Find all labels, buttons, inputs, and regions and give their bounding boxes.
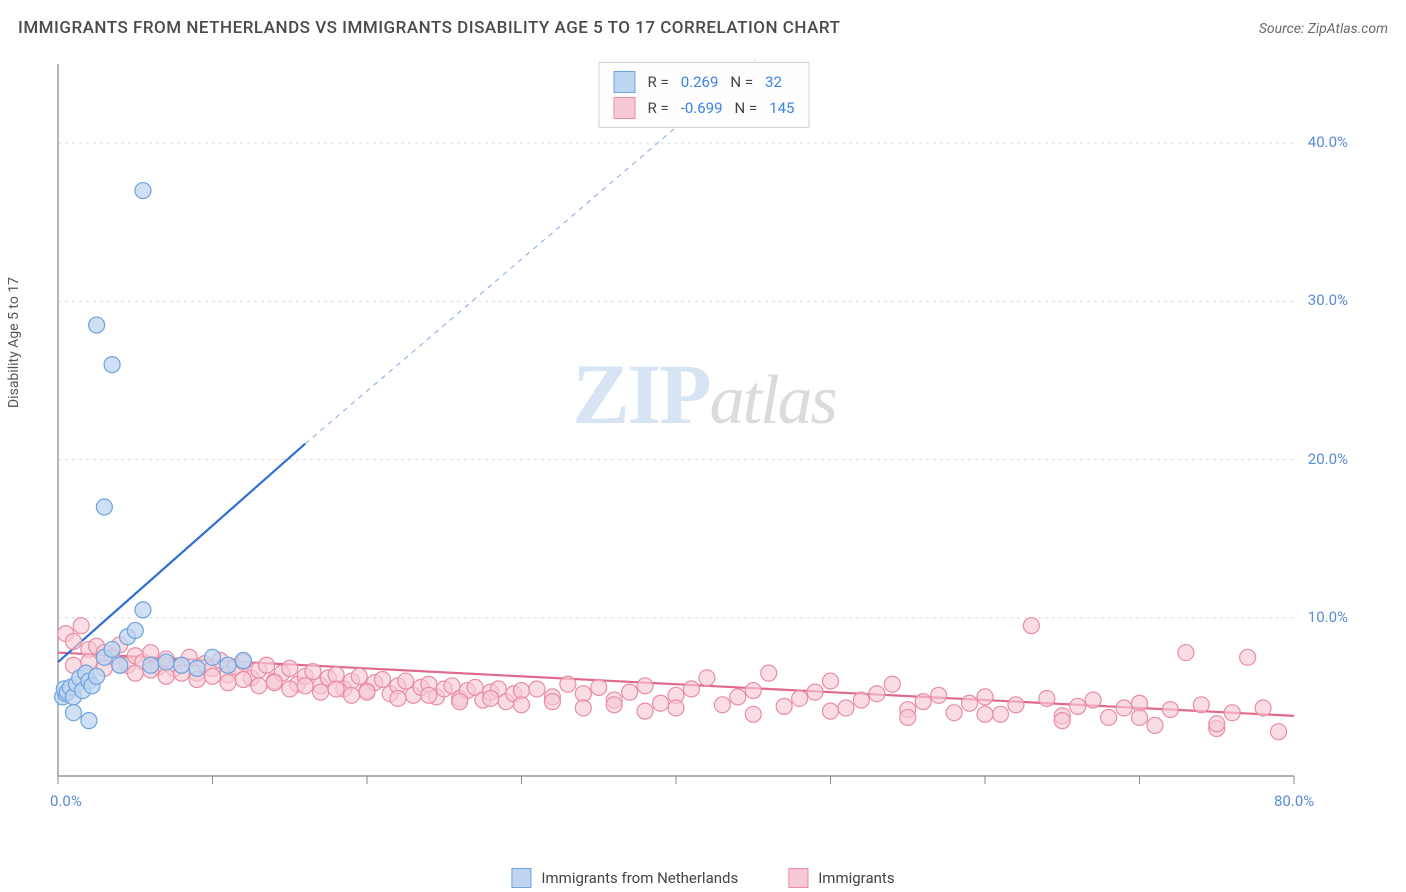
r-label: R = xyxy=(648,73,669,91)
swatch-pink-icon xyxy=(614,97,636,119)
legend-row-blue: R = 0.269 N = 32 xyxy=(614,69,795,95)
n-label: N = xyxy=(730,73,753,91)
r-value-pink: -0.699 xyxy=(681,99,723,117)
legend-label-pink: Immigrants xyxy=(818,869,894,887)
y-tick-label: 40.0% xyxy=(1308,133,1348,151)
y-tick-label: 20.0% xyxy=(1308,450,1348,468)
r-value-blue: 0.269 xyxy=(681,73,719,91)
series-legend: Immigrants from Netherlands Immigrants xyxy=(511,868,894,888)
swatch-pink-icon xyxy=(788,868,808,888)
x-tick-label: 80.0% xyxy=(1274,792,1314,810)
y-tick-label: 10.0% xyxy=(1308,608,1348,626)
legend-item-pink: Immigrants xyxy=(788,868,894,888)
n-label: N = xyxy=(735,99,758,117)
swatch-blue-icon xyxy=(511,868,531,888)
y-axis-label: Disability Age 5 to 17 xyxy=(6,277,22,408)
n-value-pink: 145 xyxy=(769,99,794,117)
legend-row-pink: R = -0.699 N = 145 xyxy=(614,95,795,121)
swatch-blue-icon xyxy=(614,71,636,93)
source-attribution: Source: ZipAtlas.com xyxy=(1259,21,1388,37)
legend-label-blue: Immigrants from Netherlands xyxy=(541,869,738,887)
n-value-blue: 32 xyxy=(765,73,782,91)
chart-plot-area: ZIPatlas R = 0.269 N = 32 R = -0.699 N =… xyxy=(54,60,1354,820)
x-tick-label: 0.0% xyxy=(50,792,82,810)
chart-title: IMMIGRANTS FROM NETHERLANDS VS IMMIGRANT… xyxy=(18,18,840,38)
y-tick-label: 30.0% xyxy=(1308,291,1348,309)
r-label: R = xyxy=(648,99,669,117)
correlation-legend: R = 0.269 N = 32 R = -0.699 N = 145 xyxy=(599,62,810,128)
chart-header: IMMIGRANTS FROM NETHERLANDS VS IMMIGRANT… xyxy=(18,18,1388,38)
legend-item-blue: Immigrants from Netherlands xyxy=(511,868,738,888)
scatter-plot-svg xyxy=(54,60,1354,820)
